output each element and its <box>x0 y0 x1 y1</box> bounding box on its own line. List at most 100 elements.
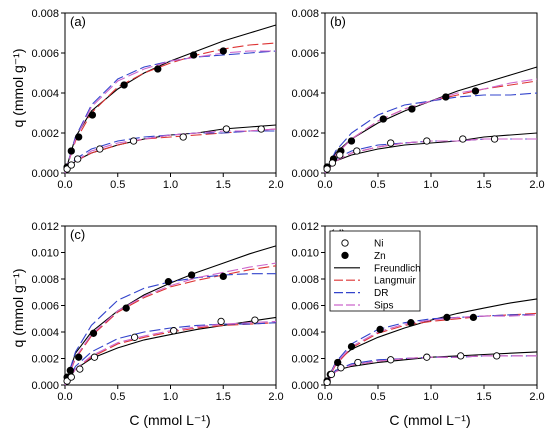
point-zn <box>219 272 227 281</box>
fit-curve-sips-ni <box>64 320 277 386</box>
x-tick-label: 2.0 <box>268 391 283 403</box>
point-ni <box>179 133 187 141</box>
fit-curve-sips-zn <box>324 314 538 386</box>
point-zn <box>334 358 342 367</box>
fit-curve-dr-ni <box>324 138 537 174</box>
point-ni <box>257 125 265 133</box>
fit-curve-sips-ni <box>64 128 277 174</box>
fit-curve-dr-zn <box>64 50 277 174</box>
fit-curve-dr-zn <box>64 273 276 386</box>
fit-curve-sips-zn <box>64 50 276 174</box>
point-ni <box>336 151 344 159</box>
y-tick-label: 0.004 <box>291 327 319 339</box>
point-zn <box>469 313 478 322</box>
point-zn <box>120 81 128 89</box>
y-tick-label: 0.006 <box>291 48 319 60</box>
legend-entry-label: Sips <box>374 301 393 312</box>
point-ni <box>323 378 331 387</box>
point-zn <box>190 51 198 59</box>
point-ni <box>129 137 138 145</box>
point-ni <box>423 353 431 361</box>
point-zn <box>443 313 451 322</box>
x-tick-label: 1.0 <box>423 179 438 191</box>
point-ni <box>387 139 395 147</box>
point-ni <box>459 135 467 143</box>
x-tick-label: 0.5 <box>110 391 125 403</box>
fit-curve-sips-zn <box>64 262 277 386</box>
x-tick-label: 0.0 <box>57 179 72 191</box>
y-tick-label: 0.006 <box>31 48 59 60</box>
y-tick-label: 0.004 <box>31 327 59 339</box>
y-tick-label: 0.002 <box>31 128 59 140</box>
point-ni <box>76 365 84 373</box>
point-zn <box>122 304 130 312</box>
y-tick-label: 0.004 <box>291 88 319 100</box>
point-zn <box>379 115 387 123</box>
fit-curve-sips-zn <box>324 78 538 174</box>
legend-entry-label: Freundlich <box>374 263 421 274</box>
y-tick-label: 0.012 <box>31 221 59 233</box>
fit-curve-freundlich-ni <box>324 132 538 174</box>
fit-curve-freundlich-zn <box>324 298 538 386</box>
x-tick-label: 2.0 <box>529 179 544 191</box>
point-zn <box>66 366 74 375</box>
point-ni <box>493 352 501 360</box>
y-axis-label-top: q (mmol g⁻¹) <box>10 49 26 128</box>
fit-curve-langmuir-zn <box>64 265 277 386</box>
point-zn <box>347 342 356 351</box>
y-tick-label: 0.002 <box>291 128 319 140</box>
legend-entry-label: Langmuir <box>374 276 416 287</box>
x-tick-label: 0.0 <box>317 391 332 403</box>
x-tick-label: 0.0 <box>317 179 332 191</box>
y-tick-label: 0.008 <box>291 8 319 20</box>
point-ni <box>90 353 99 361</box>
legend-entry-label: DR <box>374 288 388 299</box>
x-tick-label: 1.5 <box>216 391 231 403</box>
x-tick-label: 0.5 <box>370 179 385 191</box>
legend-marker <box>341 251 349 260</box>
legend-entry-label: Ni <box>374 239 383 250</box>
panel-1: 0.0 0.5 1.0 1.5 2.0 0.000 0.002 0.004 0.006 0.008… <box>31 8 283 191</box>
plot-frame <box>64 225 277 386</box>
fit-curve-langmuir-zn <box>324 312 538 386</box>
point-ni <box>74 155 82 163</box>
y-tick-label: 0.002 <box>291 354 319 366</box>
fit-curve-langmuir-ni <box>64 322 277 386</box>
x-tick-label: 0.0 <box>57 391 72 403</box>
legend-marker <box>341 239 349 247</box>
y-tick-label: 0.008 <box>291 274 319 286</box>
fit-curve-dr-zn <box>324 92 538 174</box>
point-ni <box>170 327 178 335</box>
x-axis-label-left: C (mmol L⁻¹) <box>129 412 210 428</box>
y-tick-label: 0.004 <box>31 88 59 100</box>
point-ni <box>354 358 362 367</box>
point-ni <box>323 165 331 173</box>
x-axis-label-right: C (mmol L⁻¹) <box>389 412 470 428</box>
point-ni <box>387 356 395 364</box>
point-zn <box>471 87 480 95</box>
y-tick-label: 0.000 <box>31 168 59 180</box>
panel-label: (a) <box>70 14 86 29</box>
fit-curve-dr-zn <box>324 314 537 386</box>
panel-label: (b) <box>330 14 346 29</box>
legend-entry-label: Zn <box>374 251 386 262</box>
point-zn <box>187 271 196 279</box>
point-zn <box>376 325 384 334</box>
y-tick-label: 0.010 <box>291 248 319 260</box>
panel-4: 0.0 0.5 1.0 1.5 2.0 0.000 0.002 0.004 0.006 0.008… <box>291 221 544 403</box>
point-ni <box>353 147 361 155</box>
point-zn <box>164 278 173 286</box>
y-tick-label: 0.006 <box>31 301 59 313</box>
y-tick-label: 0.002 <box>31 354 59 366</box>
point-ni <box>67 161 75 169</box>
fit-curve-dr-ni <box>64 322 277 386</box>
x-tick-label: 1.5 <box>476 179 491 191</box>
panel-label: (c) <box>70 227 85 242</box>
y-tick-label: 0.000 <box>291 380 319 392</box>
x-tick-label: 1.5 <box>476 391 491 403</box>
point-ni <box>423 137 431 145</box>
point-zn <box>408 105 416 113</box>
point-zn <box>442 93 450 101</box>
x-tick-label: 1.5 <box>216 179 231 191</box>
